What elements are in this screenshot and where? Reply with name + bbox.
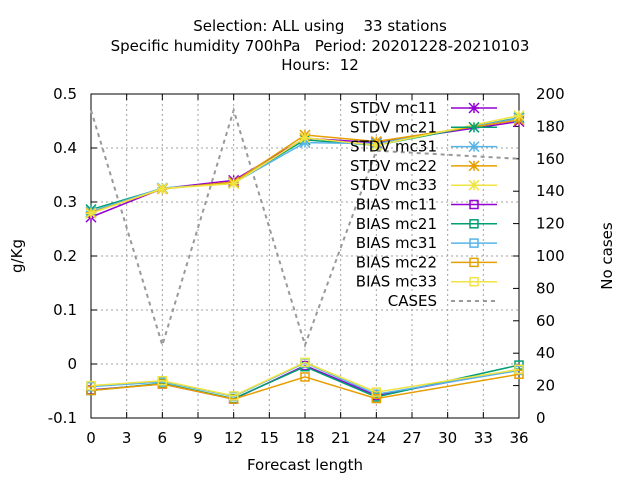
- y2-tick-label: 180: [536, 117, 565, 135]
- y2-tick-label: 80: [536, 279, 555, 297]
- y-axis-label: g/Kg: [8, 239, 26, 273]
- data-point-stdv-mc33: [85, 207, 97, 219]
- data-point-bias-mc33: [371, 387, 382, 397]
- x-tick-label: 3: [122, 429, 132, 447]
- legend-label-bias-mc33: BIAS mc33: [356, 273, 437, 291]
- x-tick-label: 36: [509, 429, 528, 447]
- data-point-stdv-mc33: [156, 182, 168, 195]
- legend-marker-bias-mc31: [469, 238, 479, 248]
- y2-tick-label: 120: [536, 215, 565, 233]
- legend-label-cases: CASES: [388, 292, 437, 310]
- legend-label-bias-mc11: BIAS mc11: [356, 196, 437, 214]
- y2-tick-label: 0: [536, 409, 546, 427]
- legend-label-bias-mc21: BIAS mc21: [356, 215, 437, 233]
- data-point-bias-mc33: [514, 364, 524, 375]
- data-point-stdv-mc33: [513, 110, 525, 122]
- y-tick-label: 0.2: [53, 247, 77, 265]
- y2-tick-label: 160: [536, 150, 565, 168]
- y-tick-label: 0.1: [53, 301, 77, 319]
- y2-tick-label: 60: [536, 312, 555, 330]
- y-tick-label: 0: [67, 355, 77, 373]
- chart-title-line-3: Hours: 12: [281, 56, 359, 74]
- x-axis-label: Forecast length: [247, 456, 363, 474]
- legend-marker-stdv-mc21: [468, 121, 480, 133]
- data-point-bias-mc33: [228, 391, 239, 401]
- data-point-stdv-mc33: [370, 139, 382, 151]
- x-tick-label: 21: [331, 429, 350, 447]
- data-point-bias-mc22: [514, 369, 524, 380]
- x-tick-label: 33: [474, 429, 493, 447]
- x-tick-label: 30: [438, 429, 457, 447]
- data-point-stdv-mc33: [228, 178, 240, 190]
- chart-title-line-1: Selection: ALL using 33 stations: [193, 17, 447, 35]
- y2-tick-label: 100: [536, 247, 565, 265]
- x-tick-label: 15: [260, 429, 279, 447]
- legend-label-stdv-mc22: STDV mc22: [350, 157, 437, 175]
- legend-marker-bias-mc11: [469, 199, 479, 210]
- legend-marker-stdv-mc22: [468, 160, 480, 172]
- data-point-bias-mc33: [300, 357, 310, 368]
- x-tick-label: 18: [295, 429, 314, 447]
- x-tick-label: 24: [367, 429, 386, 447]
- y-tick-label: 0.4: [53, 139, 77, 157]
- x-tick-label: 6: [158, 429, 168, 447]
- legend-label-stdv-mc33: STDV mc33: [350, 176, 437, 194]
- legend-marker-bias-mc33: [469, 276, 479, 287]
- legend-marker-stdv-mc11: [468, 102, 480, 114]
- y2-tick-label: 40: [536, 344, 555, 362]
- x-tick-label: 0: [86, 429, 96, 447]
- x-tick-label: 27: [402, 429, 421, 447]
- legend-label-stdv-mc11: STDV mc11: [350, 99, 437, 117]
- x-tick-label: 9: [193, 429, 203, 447]
- data-point-bias-mc22: [300, 372, 310, 382]
- legend-marker-stdv-mc33: [468, 179, 480, 191]
- series-line-bias-mc22: [90, 373, 520, 400]
- y-tick-label: -0.1: [48, 409, 77, 427]
- y2-axis-label: No cases: [598, 222, 616, 290]
- y-tick-label: 0.5: [53, 85, 77, 103]
- y2-tick-label: 20: [536, 377, 555, 395]
- legend-marker-bias-mc21: [469, 219, 479, 229]
- series-line-stdv-mc33: [90, 114, 520, 215]
- y-tick-label: 0.3: [53, 193, 77, 211]
- y2-tick-label: 200: [536, 85, 565, 103]
- data-point-bias-mc22: [86, 385, 96, 396]
- y2-tick-label: 140: [536, 182, 565, 200]
- chart-title-line-2: Specific humidity 700hPa Period: 2020122…: [110, 37, 530, 55]
- x-tick-label: 12: [224, 429, 243, 447]
- legend-label-bias-mc22: BIAS mc22: [356, 253, 437, 271]
- data-point-stdv-mc33: [299, 132, 311, 144]
- series-line-bias-mc33: [90, 361, 520, 397]
- legend-label-stdv-mc31: STDV mc31: [350, 138, 437, 156]
- data-point-bias-mc33: [86, 380, 96, 391]
- data-point-bias-mc22: [371, 393, 382, 404]
- legend-label-stdv-mc21: STDV mc21: [350, 118, 437, 136]
- data-point-bias-mc33: [157, 375, 168, 386]
- legend-marker-stdv-mc31: [468, 141, 480, 153]
- legend-label-bias-mc31: BIAS mc31: [356, 234, 437, 252]
- legend-marker-bias-mc22: [469, 257, 479, 268]
